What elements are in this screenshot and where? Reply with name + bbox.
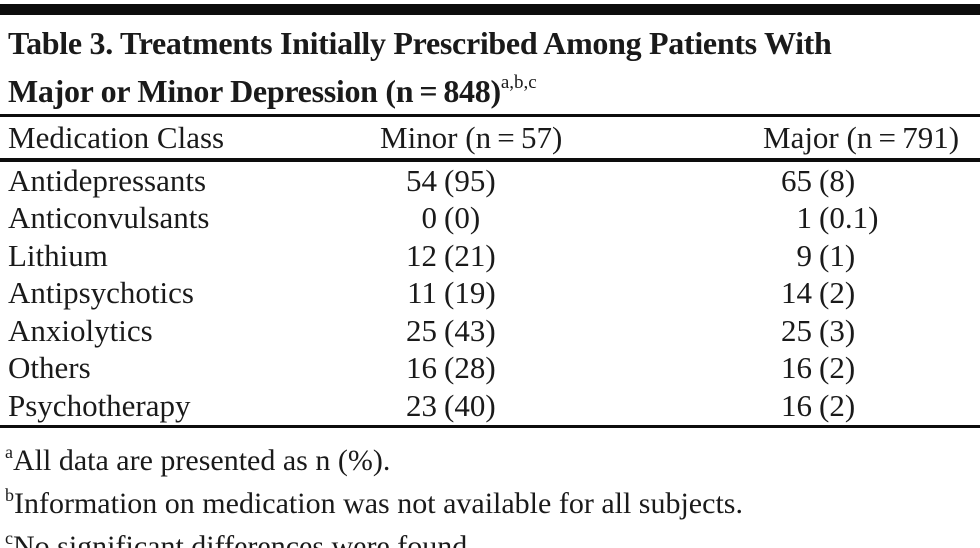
minor-value: 0 (0) (360, 200, 670, 236)
footnote-marker: b (5, 484, 14, 505)
major-value: 9 (1) (670, 238, 980, 274)
minor-value: 54 (95) (360, 163, 670, 199)
table-body: Antidepressants 54 (95) 65 (8) Anticonvuls… (0, 162, 980, 425)
major-count: 25 (781, 312, 812, 348)
major-value: 14 (2) (670, 275, 980, 311)
major-count: 16 (781, 350, 812, 386)
major-percent: (8) (819, 162, 856, 198)
table-row: Antidepressants 54 (95) 65 (8) (0, 162, 980, 200)
major-value: 16 (2) (670, 388, 980, 424)
row-label: Antidepressants (8, 162, 207, 198)
rule-under-header (0, 158, 980, 162)
major-percent: (1) (819, 237, 856, 273)
table-row: Others 16 (28) 16 (2) (0, 350, 980, 388)
major-value: 65 (8) (670, 163, 980, 199)
table-title-footnote-markers: a,b,c (500, 72, 537, 93)
table-row: Anxiolytics 25 (43) 25 (3) (0, 312, 980, 350)
minor-percent: (28) (444, 350, 496, 386)
major-percent: (3) (819, 312, 856, 348)
table-title-line2: Major or Minor Depression (n = 848)a,b,c (8, 63, 972, 111)
minor-count: 25 (406, 312, 437, 348)
minor-value: 23 (40) (360, 388, 670, 424)
row-label: Others (8, 350, 91, 386)
major-value: 1 (0.1) (670, 200, 980, 236)
row-label: Anticonvulsants (8, 200, 210, 236)
column-header-medication-class: Medication Class (8, 119, 225, 155)
minor-percent: (21) (444, 237, 496, 273)
column-header-minor: Minor (n = 57) (380, 119, 563, 155)
major-count: 16 (781, 387, 812, 423)
minor-percent: (40) (444, 387, 496, 423)
column-header-major: Major (n = 791) (763, 119, 960, 155)
footnote-marker: a (5, 441, 13, 462)
table-row: Antipsychotics 11 (19) 14 (2) (0, 275, 980, 313)
row-label: Anxiolytics (8, 312, 153, 348)
table-title: Table 3. Treatments Initially Prescribed… (0, 15, 980, 114)
table-title-line1: Table 3. Treatments Initially Prescribed… (8, 25, 832, 61)
major-count: 9 (796, 237, 813, 273)
minor-percent: (0) (444, 200, 481, 236)
minor-count: 0 (421, 200, 438, 236)
table-row: Psychotherapy 23 (40) 16 (2) (0, 387, 980, 425)
minor-count: 16 (406, 350, 437, 386)
minor-value: 11 (19) (360, 275, 670, 311)
footnote-text: All data are presented as n (%). (13, 443, 391, 477)
row-label: Psychotherapy (8, 387, 191, 423)
major-count: 1 (796, 200, 813, 236)
major-percent: (2) (819, 387, 856, 423)
minor-value: 25 (43) (360, 313, 670, 349)
minor-value: 12 (21) (360, 238, 670, 274)
row-label: Lithium (8, 237, 108, 273)
major-percent: (2) (819, 350, 856, 386)
footnote-marker: c (5, 527, 13, 548)
footnote-text: No significant differences were found. (13, 529, 475, 548)
rule-under-body (0, 424, 980, 428)
table-row: Anticonvulsants 0 (0) 1 (0.1) (0, 200, 980, 238)
major-count: 65 (781, 162, 812, 198)
footnotes: aAll data are presented as n (%). bInfor… (0, 428, 980, 548)
footnote: cNo significant differences were found. (5, 521, 972, 548)
minor-percent: (43) (444, 312, 496, 348)
minor-count: 23 (406, 387, 437, 423)
major-value: 16 (2) (670, 350, 980, 386)
row-label: Antipsychotics (8, 275, 194, 311)
rule-under-title (0, 114, 980, 117)
major-percent: (2) (819, 275, 856, 311)
footnote: aAll data are presented as n (%). (5, 435, 972, 478)
minor-count: 54 (406, 162, 437, 198)
footnote: bInformation on medication was not avail… (5, 478, 972, 521)
top-rule-thick (0, 4, 980, 15)
minor-percent: (19) (444, 275, 496, 311)
minor-value: 16 (28) (360, 350, 670, 386)
minor-percent: (95) (444, 162, 496, 198)
major-count: 14 (781, 275, 812, 311)
table-row: Lithium 12 (21) 9 (1) (0, 237, 980, 275)
major-percent: (0.1) (819, 200, 879, 236)
table-title-line2-text: Major or Minor Depression (n = 848) (8, 73, 501, 109)
footnote-text: Information on medication was not availa… (14, 486, 743, 520)
major-value: 25 (3) (670, 313, 980, 349)
minor-count: 12 (406, 237, 437, 273)
column-header-row: Medication Class Minor (n = 57) Major (n… (0, 117, 980, 158)
minor-count: 11 (407, 275, 437, 311)
